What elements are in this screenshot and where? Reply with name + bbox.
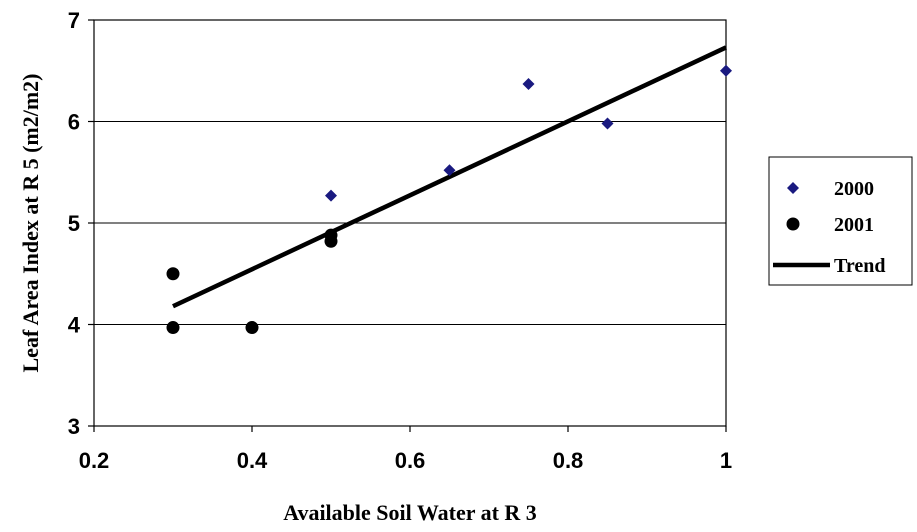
data-point-2000 (720, 64, 732, 77)
y-axis-label: Leaf Area Index at R 5 (m2/m2) (18, 74, 43, 373)
x-tick-label: 1 (720, 448, 732, 473)
legend-items: 2000 2001 Trend (773, 178, 886, 277)
legend-swatch-2000 (787, 182, 799, 194)
y-tick-label: 4 (68, 313, 81, 338)
x-axis-ticks: 0.2 0.4 0.6 0.8 1 (79, 426, 732, 473)
data-point-2001 (166, 321, 180, 335)
data-point-2001 (324, 234, 338, 248)
legend-label: 2001 (834, 214, 874, 236)
data-point-2001 (245, 321, 259, 335)
x-tick-label: 0.6 (395, 448, 426, 473)
x-axis-label: Available Soil Water at R 3 (283, 500, 537, 525)
legend-label: 2000 (834, 178, 874, 200)
legend-swatch-2001 (786, 217, 800, 231)
y-axis-ticks: 3 4 5 6 7 (68, 8, 94, 439)
y-tick-label: 7 (68, 8, 80, 33)
data-point-2000 (522, 77, 535, 90)
x-tick-label: 0.4 (237, 448, 268, 473)
y-tick-label: 6 (68, 110, 80, 135)
data-point-2000 (325, 189, 337, 202)
x-tick-label: 0.8 (553, 448, 584, 473)
gridlines (94, 121, 726, 325)
x-tick-label: 0.2 (79, 448, 110, 473)
y-tick-label: 3 (68, 414, 80, 439)
data-point-2000 (601, 117, 614, 130)
legend: 2000 2001 Trend (768, 156, 913, 286)
data-points (166, 64, 732, 335)
y-tick-label: 5 (68, 211, 80, 236)
trend-layer (172, 45, 727, 309)
data-point-2000 (443, 164, 456, 177)
legend-label: Trend (834, 255, 886, 277)
trend-line (172, 45, 727, 309)
data-point-2001 (166, 267, 180, 281)
